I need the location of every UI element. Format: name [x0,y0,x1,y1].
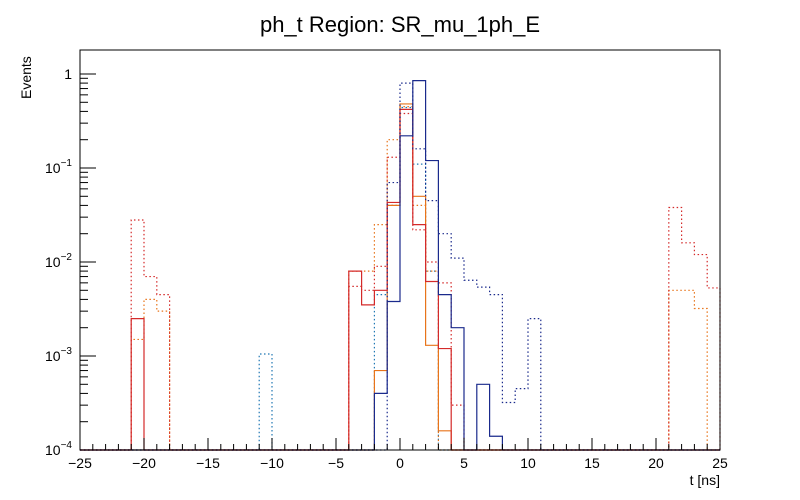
y-tick-label: 1 [64,66,72,82]
tick-label-layer: −25 −20 −15 −10 −5 0 5 10 15 20 25 10−4 10−3 10−2 10−1… [45,66,728,471]
x-tick-label: −25 [68,455,92,471]
y-tick-label: 10−2 [45,252,72,270]
x-tick-label: 5 [460,455,468,471]
x-tick-label: 0 [396,455,404,471]
x-tick-label: 10 [520,455,536,471]
y-tick-label: 10−4 [45,440,72,458]
chart-title: ph_t Region: SR_mu_1ph_E [260,12,540,37]
y-tick-label: 10−1 [45,158,72,176]
y-tick-label: 10−3 [45,346,72,364]
axis-layer [79,73,721,451]
series-6-solid [80,80,720,451]
x-tick-label: −20 [132,455,156,471]
x-tick-label: −15 [196,455,220,471]
series-1-dotted [80,105,720,451]
y-axis-label: Events [18,56,34,99]
plot-frame [79,49,721,451]
x-tick-label: 20 [648,455,664,471]
series-layer [80,80,721,451]
x-axis-label: t [ns] [690,472,720,488]
x-tick-label: −10 [260,455,284,471]
series-5-dotted [80,82,720,451]
x-tick-label: 25 [712,455,728,471]
x-tick-label: 15 [584,455,600,471]
x-tick-label: −5 [328,455,344,471]
